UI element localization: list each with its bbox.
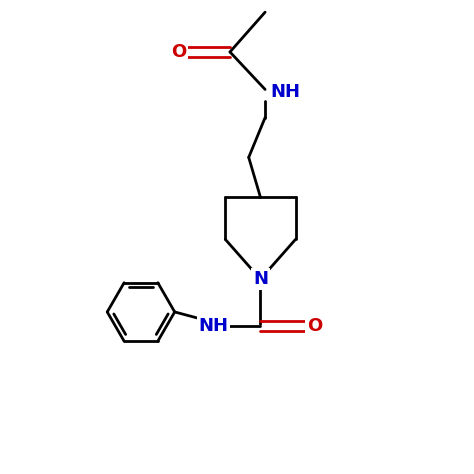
Text: N: N	[253, 270, 268, 288]
Text: NH: NH	[271, 83, 301, 101]
Text: O: O	[307, 317, 322, 335]
Text: O: O	[171, 43, 186, 61]
Text: NH: NH	[199, 317, 228, 335]
